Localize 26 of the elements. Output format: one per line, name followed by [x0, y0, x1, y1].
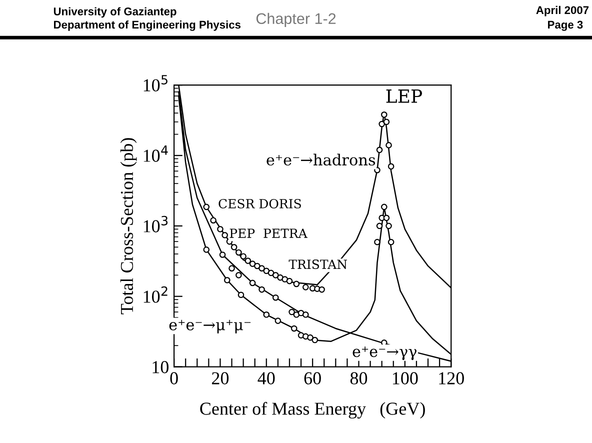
text: Department of Engineering Physics [54, 20, 241, 31]
annotation: e⁺e⁻→μ⁺μ⁻ [169, 320, 251, 334]
y-tick-label: 10$^{2}$ [144, 286, 168, 303]
text: Page 3 [548, 20, 583, 31]
x-tick-label: 20 [212, 372, 229, 384]
text: April 2007 [536, 6, 589, 16]
text: University of Gaziantep [54, 7, 176, 18]
text: Chapter 1-2 [256, 12, 336, 28]
annotation: PEP PETRA [230, 228, 308, 238]
annotation: TRISTAN [288, 260, 347, 269]
y-tick-label: 10 [152, 361, 168, 374]
annotation: CESR DORIS [218, 198, 301, 208]
x-tick-label: 40 [258, 372, 275, 384]
x-tick-label: 0 [170, 372, 178, 384]
x-tick-label: 80 [350, 372, 368, 384]
y-tick-label: 10$^{5}$ [144, 75, 168, 92]
x-tick-label: 100 [392, 372, 418, 384]
y-tick-label: 10$^{4}$ [144, 146, 168, 162]
y-axis-title: Total Cross-Section (pb) [120, 138, 137, 314]
annotation: LEP [386, 90, 422, 103]
x-tick-label: 60 [304, 372, 321, 384]
annotation: e⁺e⁻→hadrons [266, 154, 376, 166]
y-tick-label: 10$^{3}$ [144, 216, 168, 232]
x-axis-title: Center of Mass Energy (GeV) [200, 402, 425, 419]
x-tick-label: 120 [439, 372, 464, 384]
annotation: e⁺e⁻→γγ [352, 346, 416, 360]
